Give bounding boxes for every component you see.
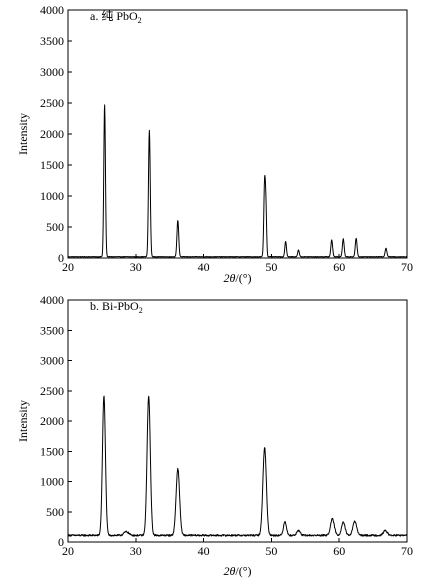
y-tick-label: 2000: [40, 127, 64, 141]
panel-label-subscript: 2: [139, 306, 143, 315]
panel-label-subscript: 2: [138, 16, 142, 25]
x-axis-label: 2θ/(°): [223, 564, 251, 578]
panel-label-text: b. Bi-PbO: [90, 299, 139, 313]
y-tick-label: 3000: [40, 354, 64, 368]
y-tick-label: 4000: [40, 3, 64, 17]
x-tick-label: 40: [198, 544, 210, 558]
xrd-spectrum-line-b: [67, 395, 408, 537]
x-tick-label: 30: [130, 544, 142, 558]
y-axis-label: Intensity: [16, 400, 30, 442]
y-tick-label: 4000: [40, 293, 64, 307]
x-axis-label: 2θ/(°): [223, 271, 251, 285]
y-tick-label: 3500: [40, 34, 64, 48]
x-tick-label: 60: [333, 260, 345, 274]
y-tick-label: 1000: [40, 189, 64, 203]
plot-frame: [67, 9, 408, 259]
y-tick-label: 1500: [40, 158, 64, 172]
y-tick-label: 500: [46, 505, 64, 519]
x-tick-label: 30: [130, 260, 142, 274]
panel-b: 0 500 1000 1500 2000 2500 3000 3500 4000 20 30 40 50…: [16, 293, 413, 578]
x-tick-label: 50: [265, 544, 277, 558]
x-tick-label: 40: [198, 260, 210, 274]
y-tick-label: 3000: [40, 65, 64, 79]
x-tick-label: 20: [62, 260, 74, 274]
y-tick-label: 0: [58, 535, 64, 549]
x-axis-label-unit: /(°): [235, 271, 251, 285]
y-tick-label: 1000: [40, 475, 64, 489]
panel-a: 0 500 1000 1500 2000 2500 3000 3500 4000 20 30 40 50…: [16, 3, 413, 285]
y-tick-label: 1500: [40, 444, 64, 458]
panel-label: b. Bi-PbO2: [90, 299, 143, 315]
panel-label-text: a. 纯 PbO: [90, 9, 138, 23]
x-axis-label-symbol: 2θ: [223, 564, 235, 578]
x-tick-label: 50: [265, 260, 277, 274]
y-tick-label: 2000: [40, 414, 64, 428]
xrd-spectrum-line-a: [67, 104, 408, 258]
x-axis-label-unit: /(°): [235, 564, 251, 578]
x-tick-label: 70: [401, 544, 413, 558]
y-tick-label: 2500: [40, 384, 64, 398]
y-axis-label: Intensity: [16, 113, 30, 155]
x-tick-label: 70: [401, 260, 413, 274]
x-tick-label: 20: [62, 544, 74, 558]
x-tick-label: 60: [333, 544, 345, 558]
y-tick-label: 500: [46, 220, 64, 234]
y-tick-label: 2500: [40, 96, 64, 110]
y-tick-label: 0: [58, 251, 64, 265]
y-tick-label: 3500: [40, 323, 64, 337]
plot-frame: [67, 299, 408, 543]
x-axis-label-symbol: 2θ: [223, 271, 235, 285]
panel-label: a. 纯 PbO2: [90, 9, 142, 25]
